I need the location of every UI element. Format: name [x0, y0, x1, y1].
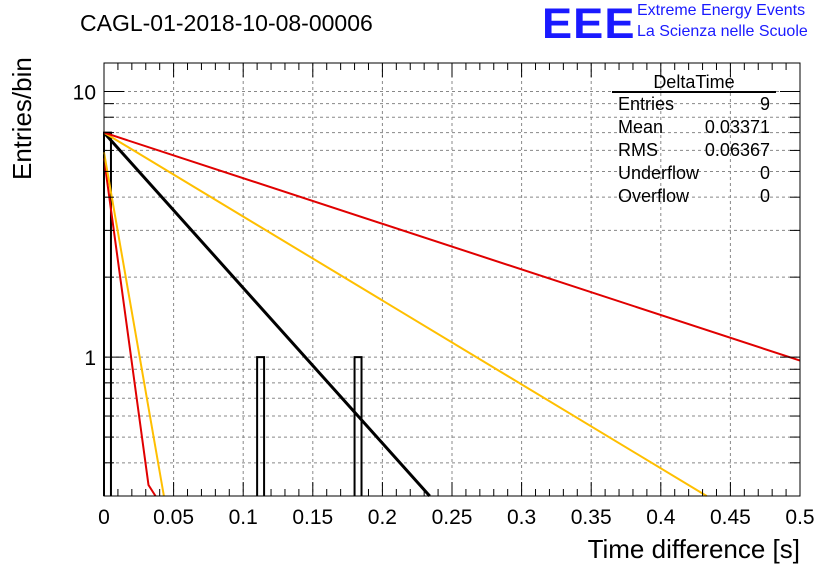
eee-logo: EEE [542, 0, 636, 48]
x-tick-label: 0.05 [153, 506, 194, 529]
histogram-bin [353, 356, 363, 496]
stats-label: Entries [618, 94, 674, 114]
logo-line-2: La Scienza nelle Scuole [637, 23, 808, 40]
y-axis-label: Entries/bin [7, 57, 37, 180]
y-tick-label: 1 [84, 347, 96, 370]
fit-curves [102, 131, 801, 498]
y-tick-label: 10 [73, 81, 96, 104]
y-tick-labels: 1 10 [73, 81, 96, 370]
logo-line-1: Extreme Energy Events [637, 2, 806, 19]
stats-label: Overflow [618, 186, 690, 206]
fit-line-red [103, 131, 801, 362]
grid-lines [104, 63, 800, 496]
stats-label: Mean [618, 117, 663, 137]
fit-line-red [103, 158, 157, 497]
stats-value: 0 [760, 186, 770, 206]
x-tick-label: 0.15 [292, 506, 333, 529]
fit-line-orange [103, 152, 165, 497]
stats-label: Underflow [618, 163, 700, 183]
stats-value: 0.03371 [705, 117, 770, 137]
x-tick-label: 0.2 [368, 506, 397, 529]
x-tick-label: 0.45 [710, 506, 751, 529]
x-tick-label: 0.4 [646, 506, 676, 529]
x-tick-label: 0.35 [571, 506, 612, 529]
stats-value: 0.06367 [705, 140, 770, 160]
stats-label: RMS [618, 140, 658, 160]
fit-line-orange [103, 131, 708, 497]
stats-title: DeltaTime [653, 72, 734, 92]
x-tick-label: 0.3 [507, 506, 536, 529]
stats-value: 9 [760, 94, 770, 114]
fit-line-black [102, 131, 431, 498]
axis-ticks [103, 63, 801, 497]
stats-value: 0 [760, 163, 770, 183]
x-axis-label: Time difference [s] [588, 534, 800, 564]
x-tick-label: 0.1 [229, 506, 258, 529]
histogram-bin [256, 356, 266, 496]
run-title: CAGL-01-2018-10-08-00006 [80, 10, 373, 36]
x-tick-label: 0 [98, 506, 110, 529]
x-tick-label: 0.25 [432, 506, 473, 529]
x-tick-label: 0.5 [785, 506, 814, 529]
x-tick-labels: 0 0.05 0.1 0.15 0.2 0.25 0.3 0.35 0.4 0.45 0.5 [98, 506, 814, 529]
